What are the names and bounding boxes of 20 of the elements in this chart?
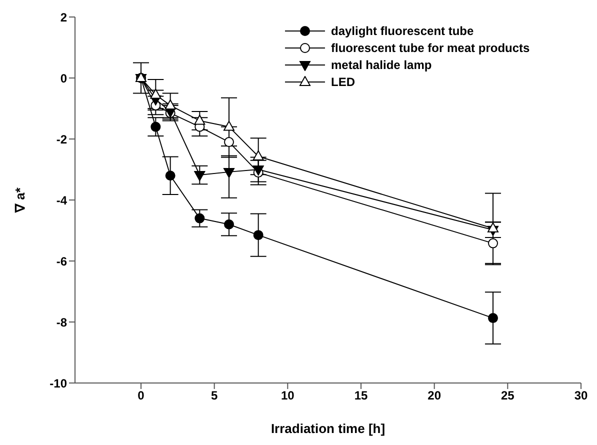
y-tick-label: -4 [56, 193, 68, 208]
y-tick-label: -2 [56, 132, 68, 146]
legend-label: daylight fluorescent tube [331, 24, 474, 38]
x-tick-label: 30 [574, 388, 588, 403]
legend-label: metal halide lamp [331, 58, 432, 72]
x-tick-label: 5 [210, 388, 218, 403]
y-tick-label: 0 [60, 71, 68, 86]
x-tick-label: 15 [354, 388, 368, 403]
x-tick-label: 20 [428, 388, 442, 403]
legend-label: fluorescent tube for meat products [331, 40, 530, 54]
x-axis-title: Irradiation time [h] [270, 421, 386, 436]
y-tick-label: -8 [56, 315, 68, 330]
x-tick-label: 0 [138, 388, 145, 403]
y-tick-label: -6 [56, 254, 68, 268]
y-tick-label: 2 [60, 10, 68, 24]
x-tick-label: 10 [280, 388, 295, 403]
y-axis-title: ∇ a* [12, 186, 28, 214]
x-tick-label: 25 [500, 388, 515, 403]
legend-label: LED [331, 74, 355, 88]
y-tick-label: -10 [50, 376, 68, 390]
